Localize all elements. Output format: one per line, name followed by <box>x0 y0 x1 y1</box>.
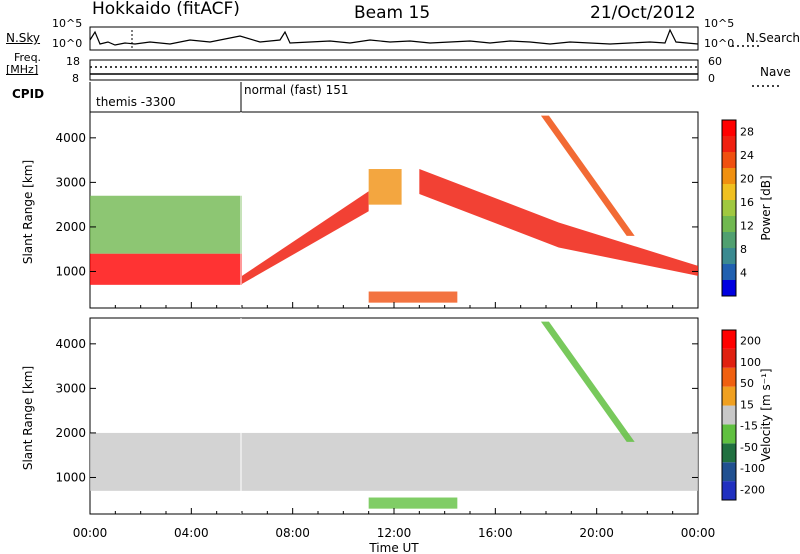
colorbar-swatch <box>722 386 736 406</box>
nsky-trace <box>89 28 699 46</box>
x-tick-label: 12:00 <box>377 526 412 540</box>
colorbar-frame <box>721 119 737 297</box>
nsearch-label: N.Search <box>746 31 800 45</box>
colorbar-tick: 50 <box>740 377 754 390</box>
colorbar-tick: -200 <box>740 483 765 496</box>
cpid-segment-2: normal (fast) 151 <box>244 83 349 97</box>
colorbar-tick: 24 <box>740 149 754 162</box>
station-title: Hokkaido (fitACF) <box>92 0 240 19</box>
colorbar-swatch <box>722 168 736 184</box>
colorbar-swatch <box>722 264 736 280</box>
nave-tick-low: 0 <box>708 72 715 85</box>
x-tick-label: 04:00 <box>174 526 209 540</box>
nsearch-tick-high: 10^5 <box>704 17 735 30</box>
y-tick-label: 4000 <box>55 131 86 145</box>
colorbar-tick: 28 <box>740 126 754 139</box>
colorbar-swatch <box>722 443 736 463</box>
nave-tick-high: 60 <box>708 55 722 68</box>
velocity-colorbar: Velocity [m s⁻¹] 200 100 50 15 -15 -50 -100 -200 <box>721 329 773 501</box>
date-title: 21/Oct/2012 <box>590 3 696 23</box>
colorbar-label: Velocity [m s⁻¹] <box>759 368 773 461</box>
x-tick-label: 16:00 <box>478 526 513 540</box>
cpid-segment-1: themis -3300 <box>96 95 176 109</box>
beam-title: Beam 15 <box>354 3 431 23</box>
y-tick-label: 2000 <box>55 220 86 234</box>
colorbar-tick: 20 <box>740 173 754 186</box>
nsky-label: N.Sky <box>6 31 41 45</box>
colorbar-tick: 8 <box>740 243 747 256</box>
power-panel: 1000 2000 3000 4000 <box>55 111 699 309</box>
colorbar-swatch <box>722 184 736 200</box>
cpid-label: CPID <box>12 87 45 101</box>
x-axis-label: Time UT <box>368 541 419 554</box>
colorbar-tick: 16 <box>740 196 754 209</box>
colorbar-swatch <box>722 248 736 264</box>
nave-label: Nave <box>760 65 791 79</box>
colorbar-swatch <box>722 367 736 387</box>
colorbar-tick: 4 <box>740 267 747 280</box>
y-tick-label: 3000 <box>55 175 86 189</box>
colorbar-label: Power [dB] <box>759 175 773 240</box>
velocity-panel: 1000 2000 3000 4000 <box>55 317 699 515</box>
freq-tick-low: 8 <box>72 72 79 85</box>
colorbar-tick: -100 <box>740 462 765 475</box>
nsky-tick-low: 10^0 <box>52 37 83 50</box>
freq-panel <box>89 59 699 81</box>
nsky-panel <box>89 26 699 51</box>
y-tick-label: 1000 <box>55 264 86 278</box>
colorbar-swatch <box>722 120 736 136</box>
feature-ground-scatter <box>90 432 698 491</box>
y-tick-label: 4000 <box>55 337 86 351</box>
colorbar-tick: 200 <box>740 335 761 348</box>
freq-label-1: Freq. <box>14 51 42 64</box>
colorbar-tick: 12 <box>740 220 754 233</box>
feature-upper-scatter <box>90 195 242 254</box>
x-tick-label: 00:00 <box>681 526 716 540</box>
nsearch-tick-low: 10^0 <box>704 37 735 50</box>
feature-low-band <box>368 497 458 509</box>
colorbar-swatch <box>722 280 736 296</box>
feature-diagonal-streak <box>540 115 635 236</box>
x-tick-label: 08:00 <box>275 526 310 540</box>
velocity-ylabel: Slant Range [km] <box>21 366 35 470</box>
freq-tick-high: 18 <box>66 55 80 68</box>
y-tick-label: 3000 <box>55 381 86 395</box>
colorbar-swatch <box>722 462 736 482</box>
feature-arc-1 <box>368 169 402 205</box>
x-axis-ticks: 00:00 04:00 08:00 12:00 16:00 20:00 00:00 <box>73 526 716 540</box>
colorbar-tick: 100 <box>740 356 761 369</box>
power-colorbar: Power [dB] 4 8 12 16 20 24 28 <box>721 119 773 297</box>
colorbar-swatch <box>722 136 736 152</box>
colorbar-swatch <box>722 200 736 216</box>
colorbar-swatch <box>722 481 736 500</box>
feature-near-range-band <box>90 253 242 285</box>
colorbar-tick: -15 <box>740 420 758 433</box>
colorbar-swatch <box>722 330 736 349</box>
y-tick-label: 2000 <box>55 426 86 440</box>
freq-label-2: [MHz] <box>6 63 39 76</box>
colorbar-swatch <box>722 348 736 368</box>
colorbar-tick: -50 <box>740 441 758 454</box>
power-ylabel: Slant Range [km] <box>21 160 35 264</box>
x-tick-label: 00:00 <box>73 526 108 540</box>
feature-rising-echo <box>242 191 369 284</box>
colorbar-swatch <box>722 152 736 168</box>
colorbar-swatch <box>722 232 736 248</box>
colorbar-swatch <box>722 405 736 425</box>
y-tick-label: 1000 <box>55 470 86 484</box>
feature-low-band <box>368 291 458 303</box>
feature-diagonal-streak <box>540 321 635 442</box>
nsky-tick-high: 10^5 <box>52 17 83 30</box>
x-tick-label: 20:00 <box>579 526 614 540</box>
colorbar-swatch <box>722 424 736 444</box>
feature-main-band <box>419 169 698 276</box>
colorbar-frame <box>721 329 737 501</box>
colorbar-swatch <box>722 216 736 232</box>
colorbar-tick: 15 <box>740 398 754 411</box>
